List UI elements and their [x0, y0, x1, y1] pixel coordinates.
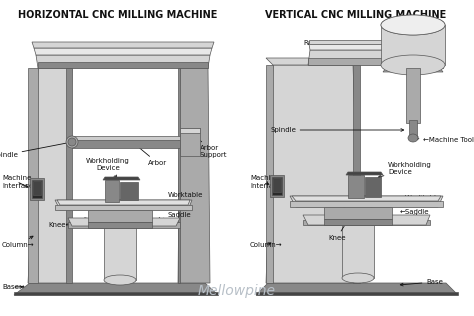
Text: Column→: Column→ — [250, 242, 283, 248]
Bar — [180, 128, 200, 133]
Ellipse shape — [104, 275, 136, 285]
Ellipse shape — [104, 213, 136, 223]
Polygon shape — [68, 218, 180, 226]
Polygon shape — [303, 220, 430, 225]
Text: Base: Base — [401, 279, 443, 286]
Text: Mellowpine: Mellowpine — [198, 284, 276, 298]
Bar — [88, 210, 152, 222]
Polygon shape — [14, 292, 218, 295]
Polygon shape — [353, 65, 360, 283]
Ellipse shape — [381, 55, 445, 75]
Text: Knee: Knee — [328, 222, 347, 241]
Text: Saddle: Saddle — [157, 212, 191, 220]
Bar — [324, 219, 392, 225]
Polygon shape — [346, 172, 383, 175]
Bar — [381, 25, 445, 65]
Polygon shape — [178, 68, 210, 283]
Text: ←Machine Tool: ←Machine Tool — [415, 137, 474, 143]
Text: Machine
Interface: Machine Interface — [2, 175, 33, 189]
Bar — [272, 177, 282, 195]
Bar — [30, 178, 44, 200]
Polygon shape — [14, 283, 218, 295]
Polygon shape — [72, 140, 180, 148]
Polygon shape — [178, 68, 180, 283]
Polygon shape — [103, 177, 140, 180]
Polygon shape — [66, 68, 72, 283]
Polygon shape — [266, 65, 273, 283]
Ellipse shape — [408, 134, 418, 142]
Polygon shape — [68, 222, 180, 228]
Polygon shape — [57, 200, 190, 205]
Polygon shape — [303, 215, 430, 225]
Text: Worktable: Worktable — [157, 192, 203, 203]
Bar — [409, 120, 417, 138]
Ellipse shape — [381, 15, 445, 35]
Text: ←Worktable: ←Worktable — [400, 195, 441, 201]
Bar — [180, 128, 200, 156]
Ellipse shape — [381, 15, 445, 35]
Bar — [365, 177, 381, 197]
Bar — [104, 218, 136, 280]
Text: Knee←: Knee← — [49, 218, 88, 228]
Text: Workholding
Device: Workholding Device — [378, 161, 432, 178]
Bar — [342, 210, 374, 278]
Text: Spindle: Spindle — [270, 127, 404, 133]
Text: Arbor: Arbor — [132, 142, 167, 166]
Ellipse shape — [66, 136, 78, 148]
Polygon shape — [38, 62, 208, 68]
Text: Workholding
Device: Workholding Device — [86, 159, 130, 178]
Bar — [120, 182, 138, 200]
Polygon shape — [266, 58, 360, 65]
Bar — [33, 181, 41, 195]
Polygon shape — [34, 48, 212, 55]
Polygon shape — [292, 196, 441, 201]
Polygon shape — [256, 292, 458, 295]
Polygon shape — [36, 55, 210, 68]
Text: Machine
Interface: Machine Interface — [250, 175, 281, 189]
Ellipse shape — [342, 205, 374, 215]
Text: HORIZONTAL CNC MILLING MACHINE: HORIZONTAL CNC MILLING MACHINE — [18, 10, 218, 20]
Ellipse shape — [68, 138, 76, 146]
Polygon shape — [383, 68, 443, 72]
Polygon shape — [28, 68, 72, 283]
Bar — [324, 207, 392, 219]
Text: Arbor
Support: Arbor Support — [192, 133, 228, 159]
Polygon shape — [266, 65, 360, 283]
Polygon shape — [383, 40, 443, 68]
Text: Spindle: Spindle — [0, 142, 70, 158]
Polygon shape — [28, 68, 38, 283]
Bar — [88, 222, 152, 228]
Polygon shape — [309, 40, 442, 44]
Text: Ram: Ram — [303, 40, 346, 55]
Bar — [270, 175, 284, 197]
Polygon shape — [308, 58, 443, 65]
Text: Column→: Column→ — [2, 236, 35, 248]
Polygon shape — [290, 201, 443, 207]
Bar — [406, 68, 420, 123]
Text: ←Saddle: ←Saddle — [400, 209, 429, 218]
Polygon shape — [440, 40, 443, 68]
Polygon shape — [32, 42, 214, 48]
Bar — [32, 180, 42, 198]
Polygon shape — [55, 205, 192, 210]
Bar — [105, 180, 119, 202]
Polygon shape — [55, 200, 192, 210]
Polygon shape — [308, 50, 443, 65]
Polygon shape — [290, 196, 443, 207]
Polygon shape — [383, 40, 386, 68]
Polygon shape — [256, 283, 458, 295]
Bar — [348, 175, 364, 198]
Polygon shape — [309, 44, 442, 50]
Ellipse shape — [342, 273, 374, 283]
Text: VERTICAL CNC MILLING MACHINE: VERTICAL CNC MILLING MACHINE — [265, 10, 447, 20]
Text: Base→: Base→ — [2, 284, 25, 290]
Bar — [273, 178, 281, 192]
Polygon shape — [72, 136, 180, 140]
